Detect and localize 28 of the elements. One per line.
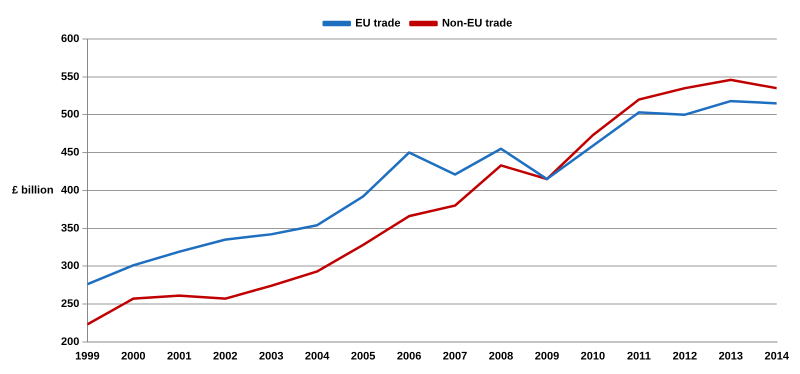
- x-tick-label: 2014: [764, 350, 790, 362]
- y-tick-label: 500: [60, 108, 80, 121]
- x-tick-label: 2005: [350, 350, 376, 362]
- x-tick-label: 1999: [75, 350, 100, 362]
- x-tick-label: 2010: [580, 350, 606, 362]
- legend-label: Non-EU trade: [442, 18, 512, 30]
- x-tick-label: 2006: [396, 350, 422, 362]
- x-tick-label: 2003: [258, 350, 284, 362]
- x-tick-label: 2011: [626, 350, 651, 362]
- y-tick-label: 400: [60, 184, 80, 196]
- y-tick-label: 600: [60, 33, 80, 46]
- x-tick-label: 2012: [672, 350, 698, 362]
- y-tick-label: 450: [60, 146, 80, 159]
- y-tick-label: 300: [60, 260, 80, 272]
- x-tick-label: 2008: [488, 350, 514, 362]
- x-tick-label: 2001: [167, 350, 192, 362]
- x-tick-label: 2000: [121, 350, 146, 362]
- y-axis-title: £ billion: [12, 184, 54, 196]
- x-tick-label: 2007: [442, 350, 468, 362]
- y-tick-label: 200: [60, 336, 80, 348]
- x-tick-label: 2004: [304, 350, 330, 362]
- y-tick-label: 550: [60, 70, 80, 83]
- y-tick-label: 250: [60, 298, 80, 310]
- x-tick-label: 2013: [718, 350, 744, 362]
- x-tick-label: 2002: [212, 350, 238, 362]
- legend-label: EU trade: [355, 18, 400, 30]
- x-tick-label: 2009: [534, 350, 560, 362]
- y-tick-label: 350: [60, 222, 80, 234]
